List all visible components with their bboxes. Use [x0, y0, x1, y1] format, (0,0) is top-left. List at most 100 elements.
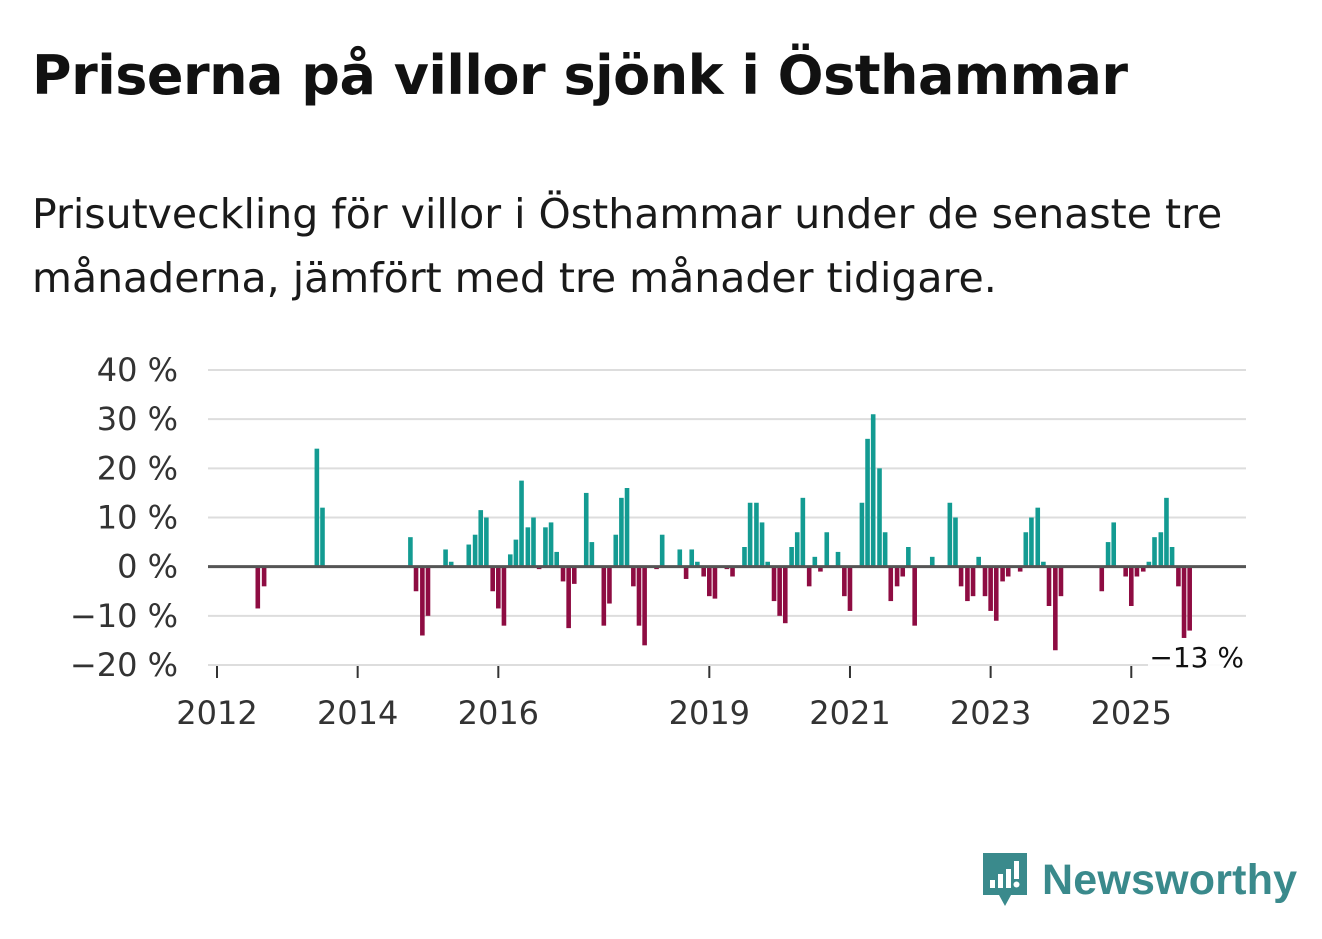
- y-tick-label: 20 %: [97, 449, 178, 487]
- bar: [472, 534, 478, 567]
- bar: [683, 566, 689, 579]
- x-tick-label: 2012: [176, 694, 257, 732]
- tick-labels: 40 % 30 % 20 % 10 % 0 % −10 % −20 % 2012 2014 201…: [70, 351, 1246, 732]
- bar: [619, 497, 624, 567]
- bar: [912, 566, 917, 626]
- bar: [759, 522, 765, 567]
- bar: [1187, 566, 1192, 631]
- bar: [1181, 566, 1187, 638]
- bar: [777, 566, 782, 616]
- bar: [425, 566, 431, 616]
- bars: [255, 414, 1192, 651]
- bar: [847, 566, 853, 611]
- bar: [601, 566, 607, 626]
- bar: [624, 488, 630, 567]
- bar: [888, 566, 894, 602]
- bar: [583, 492, 589, 567]
- chart-subtitle: Prisutveckling för villor i Östhammar un…: [32, 190, 1223, 302]
- bar: [695, 561, 700, 567]
- bar: [413, 566, 419, 592]
- bar: [877, 468, 882, 567]
- bar: [988, 566, 993, 611]
- bar: [1053, 566, 1058, 651]
- bar: [607, 566, 612, 604]
- bar: [1164, 497, 1169, 567]
- bar: [507, 554, 513, 567]
- bar: [865, 438, 870, 567]
- bar: [420, 566, 425, 636]
- bar: [906, 547, 911, 567]
- last-value-annotation: −13 %: [1149, 641, 1244, 674]
- bar: [993, 566, 999, 621]
- bar: [965, 566, 970, 602]
- bar: [765, 561, 770, 567]
- bar: [824, 532, 830, 567]
- bar: [408, 537, 413, 567]
- bar: [900, 566, 906, 577]
- y-tick-label: 30 %: [97, 400, 178, 438]
- bar: [1128, 566, 1134, 606]
- bar: [707, 566, 712, 597]
- bar: [484, 517, 489, 567]
- bar: [1005, 566, 1011, 577]
- bar: [1099, 566, 1105, 592]
- bar: [754, 502, 759, 567]
- x-tick-label: 2014: [317, 694, 398, 732]
- bar: [1123, 566, 1128, 577]
- bar: [548, 522, 554, 567]
- bar: [478, 510, 484, 567]
- bar: [794, 532, 800, 567]
- bar: [1111, 522, 1117, 567]
- y-tick-label: −10 %: [70, 597, 178, 635]
- bar: [466, 544, 472, 567]
- bar: [958, 566, 964, 587]
- axes: [208, 565, 1246, 678]
- bar: [571, 566, 577, 584]
- bar: [543, 527, 548, 567]
- bar: [870, 414, 876, 567]
- bar: [701, 566, 706, 577]
- bar: [1029, 517, 1034, 567]
- bar: [589, 542, 595, 567]
- x-tick-label: 2025: [1091, 694, 1172, 732]
- bar: [782, 566, 788, 624]
- bar: [560, 566, 566, 582]
- bar: [1140, 566, 1146, 572]
- bar: [314, 448, 320, 567]
- bar: [1017, 566, 1023, 572]
- newsworthy-logo[interactable]: Newsworthy: [980, 850, 1297, 910]
- y-tick-label: 40 %: [97, 351, 178, 389]
- bar: [976, 556, 981, 567]
- bar: [1134, 566, 1140, 577]
- bar: [519, 480, 524, 567]
- x-tick-label: 2023: [950, 694, 1031, 732]
- bar: [631, 566, 636, 587]
- x-tick-label: 2019: [669, 694, 750, 732]
- bar: [1041, 561, 1046, 567]
- bar: [982, 566, 988, 597]
- bar: [800, 497, 806, 567]
- bar: [894, 566, 900, 587]
- bar: [513, 539, 519, 567]
- y-tick-label: 10 %: [97, 499, 178, 537]
- bar: [771, 566, 777, 602]
- bar: [443, 549, 448, 567]
- bar: [613, 534, 619, 567]
- bar: [1058, 566, 1064, 597]
- bar: [742, 547, 747, 567]
- bar: [747, 502, 753, 567]
- bar: [642, 566, 647, 646]
- bar: [970, 566, 976, 597]
- bar: [320, 507, 325, 567]
- bar: [835, 551, 841, 567]
- bar: [554, 551, 559, 567]
- bar: [496, 566, 501, 609]
- bar: [947, 502, 953, 567]
- x-tick-label: 2016: [458, 694, 539, 732]
- bar: [859, 502, 865, 567]
- bar: [1158, 532, 1164, 567]
- bar: [882, 532, 888, 567]
- newsworthy-logo-icon: [983, 853, 1027, 906]
- bar: [842, 566, 847, 597]
